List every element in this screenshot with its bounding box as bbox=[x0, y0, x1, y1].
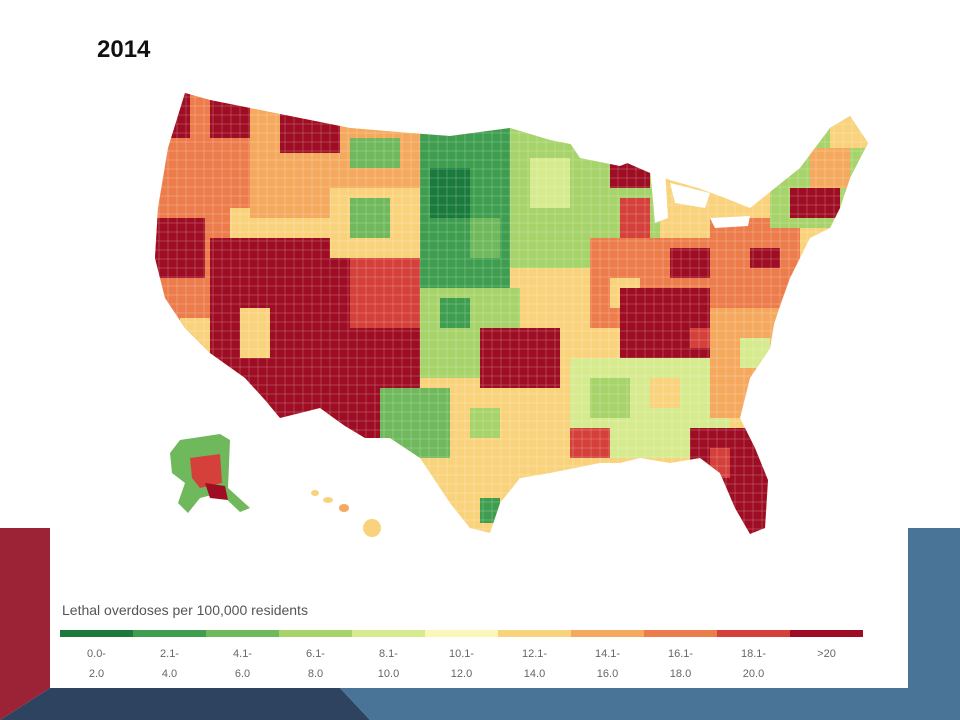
legend-label-bottom: 14.0 bbox=[523, 668, 546, 680]
map-svg bbox=[155, 93, 868, 537]
legend-label-top: 8.1- bbox=[379, 648, 398, 660]
legend-label-bottom: 10.0 bbox=[377, 668, 400, 680]
legend-item: >20 bbox=[790, 630, 863, 684]
legend-label-top: 2.1- bbox=[160, 648, 179, 660]
legend-swatch bbox=[206, 630, 279, 637]
great-lakes bbox=[570, 143, 750, 228]
alaska bbox=[170, 434, 250, 513]
legend-title: Lethal overdoses per 100,000 residents bbox=[62, 602, 308, 618]
legend-label-bottom: 12.0 bbox=[450, 668, 473, 680]
legend-label-bottom: 4.0 bbox=[161, 668, 178, 680]
legend-swatch bbox=[279, 630, 352, 637]
legend-label-bottom: 6.0 bbox=[234, 668, 251, 680]
slide-decoration bbox=[0, 528, 960, 720]
contiguous-us bbox=[155, 93, 868, 534]
legend-label-bottom: 8.0 bbox=[307, 668, 324, 680]
legend-item: 18.1- 20.0 bbox=[717, 630, 790, 684]
legend-item: 0.0- 2.0 bbox=[60, 630, 133, 684]
legend-label-top: >20 bbox=[817, 648, 836, 660]
legend-label: 18.1- 20.0 bbox=[741, 644, 766, 684]
legend-label-top: 14.1- bbox=[594, 648, 621, 660]
legend-label-bottom: 2.0 bbox=[88, 668, 105, 680]
legend-label: 6.1- 8.0 bbox=[306, 644, 325, 684]
blue-accent-band bbox=[340, 688, 908, 720]
legend-label: 16.1- 18.0 bbox=[668, 644, 693, 684]
legend-label-top: 0.0- bbox=[87, 648, 106, 660]
legend-swatch bbox=[352, 630, 425, 637]
legend-item: 10.1- 12.0 bbox=[425, 630, 498, 684]
legend-item: 12.1- 14.0 bbox=[498, 630, 571, 684]
legend-label: 12.1- 14.0 bbox=[522, 644, 547, 684]
us-choropleth-map bbox=[150, 88, 890, 548]
legend-label: 10.1- 12.0 bbox=[449, 644, 474, 684]
legend-label-top: 12.1- bbox=[521, 648, 548, 660]
navy-accent-band bbox=[0, 688, 370, 720]
legend-label-bottom: 18.0 bbox=[669, 668, 692, 680]
legend-label-top: 16.1- bbox=[667, 648, 694, 660]
legend-label-bottom: 16.0 bbox=[596, 668, 619, 680]
legend-swatch bbox=[425, 630, 498, 637]
legend-swatch bbox=[644, 630, 717, 637]
legend-item: 4.1- 6.0 bbox=[206, 630, 279, 684]
legend-label: 0.0- 2.0 bbox=[87, 644, 106, 684]
slide-title: 2014 bbox=[97, 36, 151, 63]
blue-accent-panel bbox=[908, 528, 960, 720]
legend-item: 14.1- 16.0 bbox=[571, 630, 644, 684]
legend-label: 4.1- 6.0 bbox=[233, 644, 252, 684]
legend-swatch bbox=[717, 630, 790, 637]
red-accent-panel bbox=[0, 528, 50, 720]
legend-scale: 0.0- 2.0 2.1- 4.0 4.1- 6.0 6.1- 8.0 8.1- 10.0 10.1… bbox=[60, 630, 863, 684]
legend-swatch bbox=[571, 630, 644, 637]
legend-item: 2.1- 4.0 bbox=[133, 630, 206, 684]
legend-item: 16.1- 18.0 bbox=[644, 630, 717, 684]
legend-label: >20 bbox=[817, 644, 836, 664]
legend-label-top: 10.1- bbox=[448, 648, 475, 660]
legend-swatch bbox=[498, 630, 571, 637]
legend-label: 8.1- 10.0 bbox=[378, 644, 399, 684]
legend-item: 8.1- 10.0 bbox=[352, 630, 425, 684]
legend-label-top: 18.1- bbox=[740, 648, 767, 660]
hawaii bbox=[311, 490, 381, 537]
legend-swatch bbox=[133, 630, 206, 637]
legend-label-top: 4.1- bbox=[233, 648, 252, 660]
legend-label: 2.1- 4.0 bbox=[160, 644, 179, 684]
legend-label-bottom: 20.0 bbox=[742, 668, 765, 680]
legend-item: 6.1- 8.0 bbox=[279, 630, 352, 684]
legend-swatch bbox=[60, 630, 133, 637]
legend-label: 14.1- 16.0 bbox=[595, 644, 620, 684]
legend-swatch bbox=[790, 630, 863, 637]
legend-label-top: 6.1- bbox=[306, 648, 325, 660]
legend: Lethal overdoses per 100,000 residents 0… bbox=[50, 586, 908, 688]
